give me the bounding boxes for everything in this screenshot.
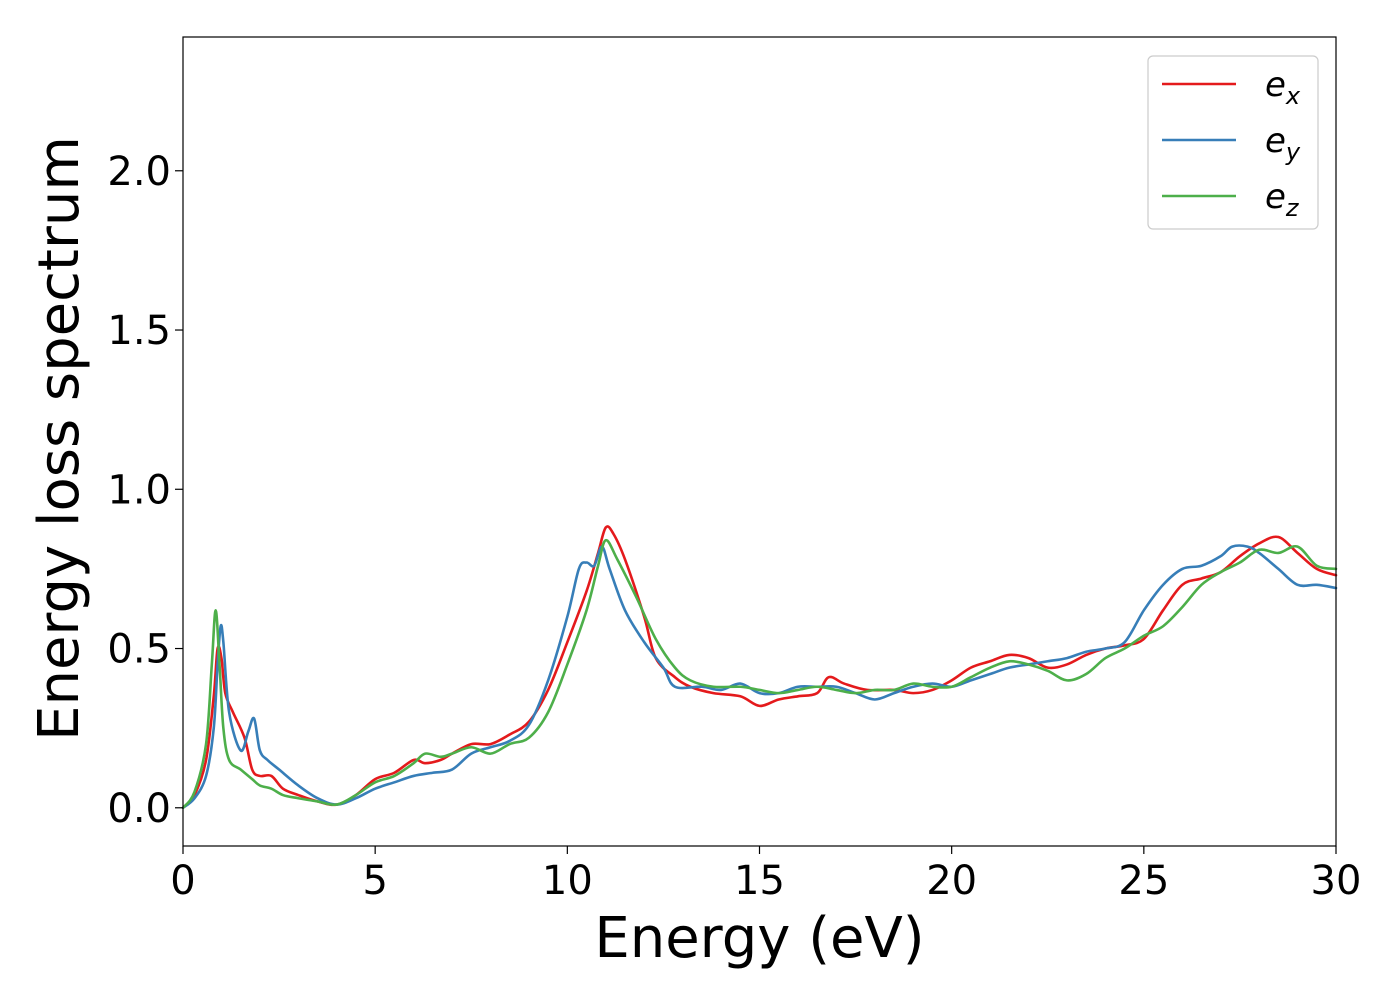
legend: ex ey ez <box>1147 55 1319 230</box>
x-tick-label: 15 <box>734 858 785 904</box>
x-tick-label: 30 <box>1311 858 1362 904</box>
plot-area <box>181 36 1338 847</box>
y-tick-label: 2.0 <box>107 149 171 195</box>
x-tick-label: 0 <box>170 858 195 904</box>
x-tick-label: 10 <box>542 858 593 904</box>
y-tick-label: 1.5 <box>107 308 171 354</box>
x-axis-title: Energy (eV) <box>594 906 924 971</box>
x-axis: 0 5 10 15 20 25 30 <box>170 846 1361 904</box>
legend-box <box>1147 55 1319 230</box>
legend-label-ez: ez <box>1265 177 1300 222</box>
series-layer <box>181 525 1338 810</box>
x-tick-label: 25 <box>1118 858 1169 904</box>
y-tick-label: 0.5 <box>107 627 171 673</box>
y-tick-label: 0.0 <box>107 786 171 832</box>
series-line-ez <box>181 538 1338 810</box>
legend-label-ex: ex <box>1265 65 1301 110</box>
series-line-ey <box>181 544 1338 810</box>
legend-label-ey: ey <box>1265 121 1301 166</box>
y-axis: 0.0 0.5 1.0 1.5 2.0 <box>107 149 183 832</box>
y-tick-label: 1.0 <box>107 467 171 513</box>
x-tick-label: 5 <box>362 858 387 904</box>
y-axis-title: Energy loss spectrum <box>27 136 92 741</box>
x-tick-label: 20 <box>926 858 977 904</box>
